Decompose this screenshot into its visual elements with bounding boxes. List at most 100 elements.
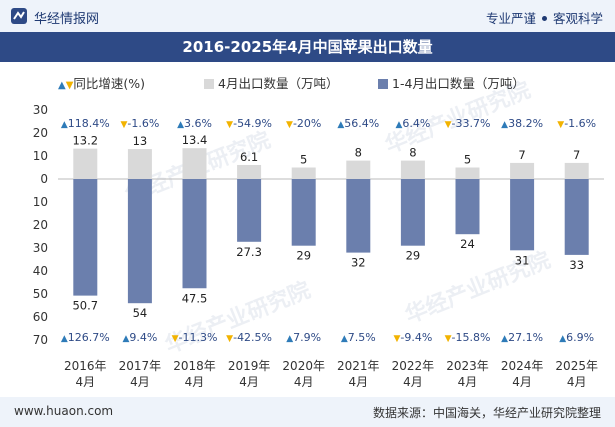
separator-dot bbox=[541, 16, 547, 21]
y-tick-label: 0 bbox=[40, 172, 48, 186]
cumulative-bar bbox=[291, 179, 316, 246]
x-tick-label-year: 2019年 bbox=[228, 359, 271, 373]
monthly-growth-label: ▼-33.7% bbox=[445, 117, 491, 130]
down-triangle-icon: ▼ bbox=[226, 334, 233, 344]
up-triangle-icon: ▲ bbox=[122, 334, 129, 344]
monthly-growth-value: -20% bbox=[293, 117, 321, 130]
up-triangle-icon: ▲ bbox=[501, 334, 508, 344]
monthly-bar bbox=[455, 167, 480, 179]
cumulative-growth-label: ▲7.9% bbox=[286, 331, 321, 344]
cumulative-bar bbox=[127, 179, 152, 304]
legend-growth: ▲▼同比增速(%) bbox=[58, 73, 145, 92]
monthly-growth-label: ▲6.4% bbox=[395, 117, 430, 130]
x-tick-label-year: 2020年 bbox=[282, 359, 325, 373]
monthly-growth-value: -1.6% bbox=[564, 117, 596, 130]
down-triangle-icon: ▼ bbox=[286, 120, 293, 130]
header-bar: 华经情报网 专业严谨 客观科学 bbox=[0, 0, 615, 32]
x-tick-label-month: 4月 bbox=[185, 375, 205, 389]
legend-monthly-label: 4月出口数量（万吨） bbox=[218, 76, 339, 91]
x-tick-label-year: 2023年 bbox=[446, 359, 489, 373]
monthly-growth-value: 6.4% bbox=[402, 117, 430, 130]
y-tick-label: 10 bbox=[33, 195, 48, 209]
y-tick-label: 30 bbox=[33, 103, 48, 117]
y-tick-label: 70 bbox=[33, 333, 48, 347]
cumulative-growth-label: ▲27.1% bbox=[501, 331, 543, 344]
x-tick-label-month: 4月 bbox=[403, 375, 423, 389]
monthly-growth-value: 118.4% bbox=[68, 117, 110, 130]
cumulative-growth-value: 126.7% bbox=[68, 331, 110, 344]
monthly-bar bbox=[237, 164, 262, 179]
down-triangle-icon: ▼ bbox=[393, 334, 400, 344]
cumulative-growth-value: -11.3% bbox=[179, 331, 218, 344]
monthly-bar bbox=[400, 160, 425, 179]
monthly-growth-value: -33.7% bbox=[452, 117, 491, 130]
cumulative-growth-label: ▲126.7% bbox=[61, 331, 110, 344]
legend-cumulative-label: 1-4月出口数量（万吨） bbox=[392, 76, 525, 91]
cumulative-bar bbox=[510, 179, 535, 251]
cumulative-bar bbox=[346, 179, 371, 253]
y-tick-label: 30 bbox=[33, 241, 48, 255]
down-triangle-icon: ▼ bbox=[445, 334, 452, 344]
up-triangle-icon: ▲ bbox=[58, 80, 66, 91]
y-tick-label: 60 bbox=[33, 310, 48, 324]
legend-cumulative: 1-4月出口数量（万吨） bbox=[378, 73, 525, 92]
down-triangle-icon: ▼ bbox=[65, 80, 74, 91]
cumulative-growth-value: 7.9% bbox=[293, 331, 321, 344]
legend-monthly-swatch bbox=[204, 79, 214, 89]
down-triangle-icon: ▼ bbox=[445, 120, 452, 130]
down-triangle-icon: ▼ bbox=[172, 334, 179, 344]
monthly-growth-label: ▼-20% bbox=[286, 117, 321, 130]
monthly-bar bbox=[73, 148, 98, 179]
cumulative-growth-label: ▲6.9% bbox=[559, 331, 594, 344]
x-tick-label-month: 4月 bbox=[294, 375, 314, 389]
legend-monthly: 4月出口数量（万吨） bbox=[204, 73, 338, 92]
cumulative-bar bbox=[73, 179, 98, 296]
cumulative-growth-value: -9.4% bbox=[400, 331, 432, 344]
up-triangle-icon: ▲ bbox=[177, 120, 184, 130]
x-tick-label-month: 4月 bbox=[130, 375, 150, 389]
huajing-logo-icon bbox=[11, 8, 27, 24]
y-tick-label: 40 bbox=[33, 264, 48, 278]
footer-source: 数据来源：中国海关，华经产业研究院整理 bbox=[372, 406, 601, 420]
cumulative-value-label: 31 bbox=[515, 253, 530, 267]
x-tick-label-month: 4月 bbox=[512, 375, 532, 389]
cumulative-growth-value: 7.5% bbox=[348, 331, 376, 344]
monthly-bar bbox=[346, 160, 371, 179]
x-tick-label-year: 2021年 bbox=[337, 359, 380, 373]
up-triangle-icon: ▲ bbox=[286, 334, 293, 344]
monthly-growth-value: 3.6% bbox=[184, 117, 212, 130]
monthly-value-label: 7 bbox=[518, 148, 525, 162]
monthly-value-label: 5 bbox=[464, 153, 471, 167]
x-tick-label-month: 4月 bbox=[239, 375, 259, 389]
cumulative-growth-label: ▼-9.4% bbox=[393, 331, 432, 344]
legend: ▲▼同比增速(%) 4月出口数量（万吨） 1-4月出口数量（万吨） bbox=[0, 70, 615, 92]
monthly-growth-value: 56.4% bbox=[344, 117, 379, 130]
monthly-growth-value: 38.2% bbox=[508, 117, 543, 130]
monthly-value-label: 13.4 bbox=[182, 133, 208, 147]
monthly-value-label: 5 bbox=[300, 153, 307, 167]
cumulative-bar bbox=[237, 179, 262, 242]
up-triangle-icon: ▲ bbox=[559, 334, 566, 344]
x-tick-label-year: 2017年 bbox=[119, 359, 162, 373]
monthly-growth-label: ▲56.4% bbox=[337, 117, 379, 130]
cumulative-bar bbox=[455, 179, 480, 235]
cumulative-growth-label: ▼-15.8% bbox=[445, 331, 491, 344]
x-tick-label-year: 2022年 bbox=[392, 359, 435, 373]
monthly-bar bbox=[182, 148, 207, 179]
up-triangle-icon: ▲ bbox=[341, 334, 348, 344]
monthly-value-label: 7 bbox=[573, 148, 580, 162]
y-tick-label: 50 bbox=[33, 287, 48, 301]
cumulative-value-label: 47.5 bbox=[182, 291, 208, 305]
cumulative-value-label: 29 bbox=[406, 249, 421, 263]
monthly-bar bbox=[510, 162, 535, 179]
monthly-value-label: 13.2 bbox=[72, 134, 98, 148]
x-tick-label-year: 2016年 bbox=[64, 359, 107, 373]
down-triangle-icon: ▼ bbox=[226, 120, 233, 130]
monthly-growth-label: ▲118.4% bbox=[61, 117, 110, 130]
down-triangle-icon: ▼ bbox=[557, 120, 564, 130]
up-triangle-icon: ▲ bbox=[395, 120, 402, 130]
cumulative-value-label: 50.7 bbox=[72, 299, 98, 313]
chart-canvas: 30201001020304050607013.250.7▲118.4%▲126… bbox=[33, 103, 604, 389]
monthly-value-label: 8 bbox=[355, 146, 362, 160]
x-tick-label-month: 4月 bbox=[348, 375, 368, 389]
